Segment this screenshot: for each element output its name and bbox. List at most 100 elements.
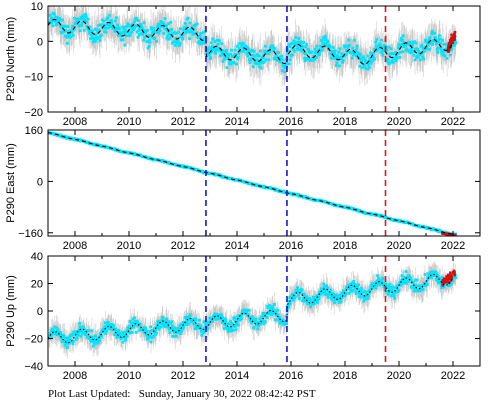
observation-point (273, 46, 276, 50)
observation-point (103, 321, 107, 325)
observation-point (153, 36, 157, 40)
observation-point (95, 37, 99, 40)
observation-point (358, 56, 361, 60)
observation-point (287, 43, 291, 46)
recent-point (447, 50, 450, 53)
observation-point (133, 26, 137, 30)
observation-point (231, 55, 235, 59)
observation-point (433, 31, 436, 35)
observation-point (169, 20, 173, 24)
observation-point (120, 33, 124, 36)
observation-point (143, 36, 147, 39)
observation-point (106, 320, 110, 324)
observation-point (224, 55, 228, 59)
y-tick-label: −20 (24, 107, 43, 119)
observation-point (280, 58, 284, 62)
observation-point (285, 61, 289, 65)
observation-point (94, 335, 98, 339)
plot-frame-east (47, 129, 481, 237)
observation-point (312, 54, 316, 58)
observation-point (267, 52, 270, 55)
observation-point (78, 29, 82, 33)
observation-point (126, 22, 130, 26)
y-tick-label: 160 (25, 125, 43, 137)
observation-point (192, 27, 196, 31)
observation-point (216, 38, 219, 42)
observation-point (122, 331, 126, 334)
observation-point (147, 333, 151, 337)
observation-point (272, 49, 275, 53)
recent-point (448, 44, 452, 47)
observation-point (149, 340, 153, 344)
observation-point (441, 39, 444, 42)
observation-point (108, 25, 112, 29)
observation-point (438, 41, 442, 45)
observation-point (146, 29, 149, 32)
observation-point (267, 58, 271, 62)
observation-point (178, 44, 181, 47)
observation-point (335, 61, 339, 65)
observation-point (164, 325, 167, 328)
observation-point (218, 54, 222, 58)
observation-point (201, 39, 204, 43)
observation-point (236, 56, 240, 59)
observation-point (210, 47, 214, 51)
observation-point (190, 25, 194, 29)
observation-point (436, 46, 440, 50)
observation-point (303, 59, 307, 62)
observation-point (124, 338, 128, 342)
observation-point (345, 44, 349, 48)
observation-point (83, 17, 87, 21)
observation-point (142, 330, 146, 333)
observation-point (179, 27, 182, 31)
observation-point (435, 41, 439, 45)
observation-point (209, 56, 213, 59)
observation-point (351, 46, 355, 50)
observation-point (257, 54, 261, 58)
observation-point (199, 42, 203, 46)
observation-point (149, 26, 153, 30)
observation-point (341, 58, 345, 62)
observation-point (343, 45, 347, 49)
observation-point (154, 332, 157, 336)
observation-point (419, 58, 422, 62)
observation-point (371, 59, 374, 62)
observation-point (433, 36, 437, 40)
observation-point (143, 326, 147, 329)
observation-point (275, 55, 279, 59)
observation-point (178, 41, 182, 45)
observation-point (174, 44, 177, 47)
observation-point (177, 30, 181, 34)
observation-point (132, 325, 136, 329)
observation-point (225, 66, 229, 69)
observation-point (155, 323, 159, 327)
observation-point (135, 16, 138, 20)
observation-point (225, 48, 228, 52)
observation-point (87, 334, 91, 338)
observation-point (76, 329, 80, 333)
observation-point (148, 330, 152, 333)
observation-point (413, 58, 417, 62)
observation-point (237, 47, 241, 50)
observation-point (189, 27, 193, 31)
observation-point (313, 47, 317, 51)
observation-point (93, 27, 97, 31)
observation-point (294, 36, 298, 39)
x-tick-label: 2016 (279, 240, 303, 252)
observation-point (160, 319, 164, 322)
y-tick-label: 0 (37, 36, 43, 48)
observation-point (335, 54, 339, 58)
observation-point (354, 54, 358, 58)
observation-point (325, 43, 329, 46)
observation-point (264, 58, 268, 62)
observation-point (213, 40, 217, 43)
observation-point (259, 66, 263, 70)
observation-point (337, 50, 341, 54)
recent-point (453, 37, 456, 40)
observation-point (55, 23, 58, 27)
panel-east: 2008 2010 2012 2014 2016 2018 2020 2022 −160 0 160… (5, 125, 481, 252)
observation-point (195, 31, 199, 35)
observation-point (136, 19, 140, 22)
x-tick-label: 2010 (117, 116, 141, 128)
observation-point (79, 334, 83, 338)
